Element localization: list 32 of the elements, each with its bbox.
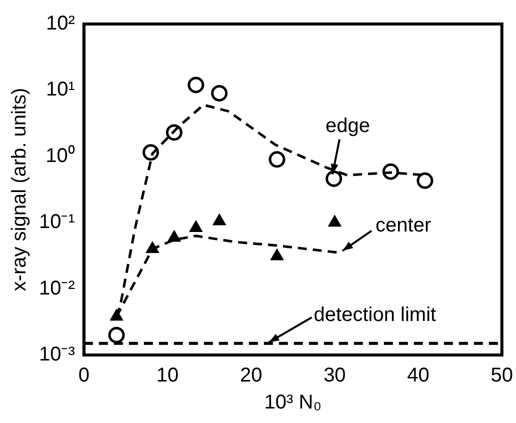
point [328, 215, 342, 227]
y-tick-label: 10⁻² [39, 277, 76, 300]
y-axis-title: x-ray signal (arb. units) [8, 88, 31, 292]
x-tick-label: 40 [407, 364, 430, 387]
point [382, 163, 399, 180]
point [166, 124, 182, 141]
ref-line-label: detection limit [314, 304, 437, 326]
y-tick-label: 10⁻¹ [39, 211, 76, 234]
x-tick-label: 20 [240, 364, 262, 387]
point [146, 241, 160, 253]
x-tick-label: 0 [78, 364, 90, 387]
annotation: center [376, 214, 432, 236]
x-tick-label: 50 [490, 364, 513, 387]
point [270, 248, 284, 260]
annotation: edge [326, 114, 370, 137]
point [142, 144, 160, 161]
point [168, 230, 181, 242]
point [189, 220, 202, 232]
y-tick-label: 10¹ [46, 78, 76, 101]
point [211, 84, 228, 102]
y-tick-label: 10⁰ [46, 144, 75, 167]
point [212, 214, 226, 226]
point [110, 309, 124, 321]
point [326, 170, 342, 187]
point [416, 172, 434, 189]
point [188, 76, 204, 94]
y-tick-label: 10⁻³ [39, 344, 76, 366]
x-tick-label: 10 [156, 364, 179, 387]
x-axis-title: 10³ N₀ [264, 392, 322, 414]
point [268, 151, 286, 168]
y-tick-label: 10² [46, 12, 76, 35]
x-tick-label: 30 [324, 364, 346, 387]
